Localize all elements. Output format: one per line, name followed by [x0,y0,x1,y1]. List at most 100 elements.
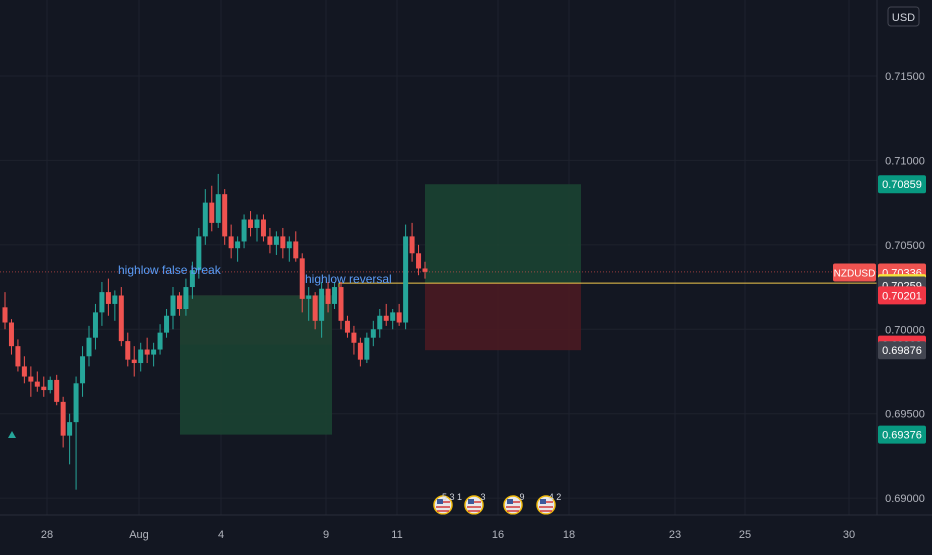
price-tag-bg [878,286,926,305]
event-marker[interactable]: 4 2 [536,492,561,515]
candle-body[interactable] [325,288,331,304]
candle-body[interactable] [280,236,286,249]
candle-body[interactable] [409,236,415,254]
price-tag-bg [878,341,926,360]
candle-body[interactable] [196,236,202,271]
price-tick-label: 0.69500 [885,409,925,421]
price-tag-bg [878,175,926,194]
candle-body[interactable] [370,329,376,338]
candle-body[interactable] [105,292,111,304]
candle-body[interactable] [125,341,131,360]
event-count: 3 [480,492,485,502]
candle-body[interactable] [73,383,79,423]
price-tick-label: 0.70000 [885,324,925,336]
candle-body[interactable] [222,194,228,237]
candle-body[interactable] [176,295,182,309]
date-tick-label: 30 [843,529,855,541]
signal-up-arrow-icon [8,431,16,438]
candle-body[interactable] [416,253,422,269]
candle-body[interactable] [138,349,144,364]
candle-body[interactable] [254,219,260,228]
candle-body[interactable] [273,236,279,245]
candle-body[interactable] [228,236,234,249]
candle-body[interactable] [422,268,428,272]
candle-body[interactable] [131,359,137,364]
candle-body[interactable] [157,332,163,350]
candle-body[interactable] [118,295,124,342]
candle-body[interactable] [377,315,383,330]
candle-body[interactable] [15,346,21,367]
candle-body[interactable] [183,287,189,309]
price-tag-value: 0.70201 [882,290,922,302]
price-tick-label: 0.71500 [885,71,925,83]
candle-body[interactable] [215,194,221,223]
candle-body[interactable] [92,312,98,338]
candle-body[interactable] [332,287,338,304]
candle-body[interactable] [403,236,409,323]
candle-body[interactable] [319,288,325,321]
candle-body[interactable] [299,258,305,299]
candle-body[interactable] [60,401,66,436]
candle-body[interactable] [21,366,27,377]
event-marker[interactable]: 9 [503,492,525,515]
candle-body[interactable] [151,349,157,355]
price-tick-label: 0.69000 [885,493,925,505]
price-axis[interactable]: 0.69000 0.69500 0.70000 0.70500 0.71000 0.715… [885,0,925,505]
event-markers[interactable]: 5 3 1 3 9 4 2 [433,492,561,515]
price-tag-value: 0.69376 [882,430,922,442]
candle-body[interactable] [86,337,92,357]
candle-body[interactable] [351,332,357,343]
event-marker[interactable]: 5 3 1 [433,492,462,515]
date-tick-label: 18 [563,529,575,541]
currency-button[interactable]: USD [887,6,920,27]
candles[interactable] [2,173,428,490]
candle-body[interactable] [396,312,402,323]
candle-body[interactable] [248,219,254,228]
position-zones [180,184,581,435]
candle-body[interactable] [383,315,389,321]
candle-body[interactable] [170,295,176,316]
candle-body[interactable] [41,386,47,391]
candle-body[interactable] [293,241,299,259]
candle-body[interactable] [2,307,8,323]
candle-body[interactable] [202,202,208,237]
candle-body[interactable] [312,295,318,321]
risk-zone-box [425,283,581,351]
candle-body[interactable] [260,219,266,237]
candle-body[interactable] [54,379,60,402]
candle-body[interactable] [67,422,73,436]
candle-body[interactable] [267,236,273,245]
candle-body[interactable] [286,241,292,249]
candle-body[interactable] [99,292,105,313]
time-axis[interactable]: 28 Aug 4 9 11 16 18 23 25 30 [41,529,855,541]
candle-body[interactable] [364,337,370,360]
event-marker[interactable]: 3 [464,492,486,515]
candle-body[interactable] [164,315,170,333]
candle-body[interactable] [235,241,241,249]
currency-label: USD [892,12,915,24]
candle-body[interactable] [189,270,195,288]
date-tick-label: 23 [669,529,681,541]
reward-zone-box [425,184,581,284]
date-tick-label: 28 [41,529,53,541]
candle-body[interactable] [112,295,118,304]
candle-body[interactable] [344,320,350,333]
candle-body[interactable] [338,287,344,321]
candle-body[interactable] [306,295,312,299]
candle-body[interactable] [390,312,396,321]
candle-body[interactable] [47,379,53,391]
candle-body[interactable] [357,342,363,360]
flag-canton [468,499,474,504]
price-tick-label: 0.70500 [885,240,925,252]
candle-body[interactable] [144,349,150,355]
candle-body[interactable] [28,376,34,382]
candle-body[interactable] [241,219,247,242]
candle-body[interactable] [209,202,215,223]
candle-body[interactable] [80,356,86,384]
candle-body[interactable] [34,381,40,387]
candle-body[interactable] [8,322,14,347]
price-tag-value: 0.69876 [882,345,922,357]
date-tick-label: 9 [323,529,329,541]
